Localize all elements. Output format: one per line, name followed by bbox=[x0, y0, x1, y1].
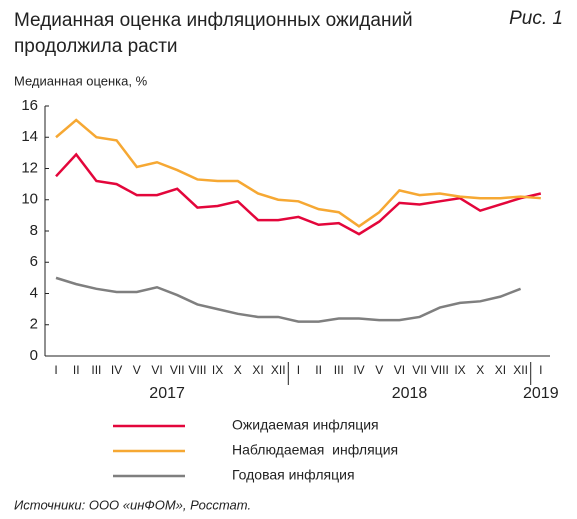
year-label: 2018 bbox=[392, 385, 428, 402]
legend-label: Наблюдаемая инфляция bbox=[232, 442, 398, 458]
year-label: 2019 bbox=[523, 385, 559, 402]
legend-label: Ожидаемая инфляция bbox=[232, 417, 379, 433]
x-tick-label: IX bbox=[212, 363, 223, 377]
x-tick-label: I bbox=[297, 363, 300, 377]
x-tick-label: VII bbox=[412, 363, 427, 377]
x-tick-label: IV bbox=[111, 363, 122, 377]
x-tick-label: X bbox=[476, 363, 484, 377]
x-tick-label: IX bbox=[454, 363, 465, 377]
x-tick-label: VI bbox=[394, 363, 405, 377]
y-tick-label: 8 bbox=[30, 222, 38, 239]
x-tick-label: VIII bbox=[431, 363, 449, 377]
x-tick-label: II bbox=[315, 363, 322, 377]
x-tick-label: X bbox=[234, 363, 242, 377]
x-tick-label: V bbox=[133, 363, 141, 377]
y-tick-label: 0 bbox=[30, 347, 38, 364]
x-tick-label: XII bbox=[513, 363, 528, 377]
x-tick-label: VI bbox=[151, 363, 162, 377]
x-tick-label: III bbox=[91, 363, 101, 377]
y-tick-label: 10 bbox=[21, 191, 38, 208]
x-tick-label: I bbox=[539, 363, 542, 377]
x-tick-label: V bbox=[375, 363, 383, 377]
y-tick-label: 2 bbox=[30, 316, 38, 333]
series-line bbox=[55, 276, 522, 323]
y-axis-label: Медианная оценка, % bbox=[14, 73, 148, 88]
x-tick-label: II bbox=[73, 363, 80, 377]
legend-label: Годовая инфляция bbox=[232, 467, 355, 483]
chart-title: Медианная оценка инфляционных ожиданий п… bbox=[14, 10, 413, 57]
series-line bbox=[55, 152, 542, 236]
source: Источники: ООО «инФОМ», Росстат. bbox=[14, 497, 251, 512]
x-tick-label: XI bbox=[495, 363, 506, 377]
x-tick-label: I bbox=[54, 363, 57, 377]
x-tick-label: VII bbox=[170, 363, 185, 377]
y-tick-label: 16 bbox=[21, 97, 38, 114]
x-tick-label: XII bbox=[271, 363, 286, 377]
year-label: 2017 bbox=[149, 385, 185, 402]
x-tick-label: IV bbox=[353, 363, 364, 377]
series-line bbox=[55, 118, 541, 228]
x-tick-label: III bbox=[334, 363, 344, 377]
y-tick-label: 4 bbox=[30, 284, 38, 301]
x-tick-label: XI bbox=[252, 363, 263, 377]
y-tick-label: 6 bbox=[30, 253, 38, 270]
y-tick-label: 12 bbox=[21, 159, 38, 176]
figure-label: Рис. 1 bbox=[509, 8, 563, 29]
x-tick-label: VIII bbox=[188, 363, 206, 377]
y-tick-label: 14 bbox=[21, 128, 38, 145]
